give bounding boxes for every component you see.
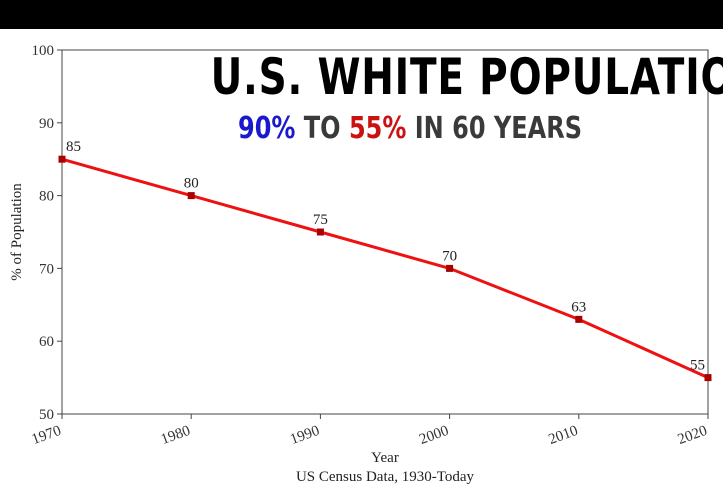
chart-caption: US Census Data, 1930-Today (296, 469, 475, 485)
data-point (58, 155, 66, 163)
y-axis-label: % of Population (9, 183, 25, 281)
x-axis-label: Year (371, 450, 399, 466)
data-label: 55 (690, 358, 705, 374)
subtitle-end-value: 55% (348, 111, 407, 146)
x-tick-label: 2000 (417, 423, 451, 448)
series-line (61, 157, 709, 379)
x-tick-label: 2020 (676, 423, 710, 448)
data-label: 63 (571, 299, 586, 315)
plot-frame (61, 49, 709, 415)
x-tick-label: 1970 (30, 423, 64, 448)
chart-title: U.S. WHITE POPULATION (210, 48, 723, 106)
y-tick-label: 70 (39, 261, 54, 277)
subtitle-span: IN 60 YEARS (406, 111, 582, 146)
data-point (446, 264, 454, 272)
data-label: 80 (184, 176, 199, 192)
top-black-bar (0, 0, 723, 29)
data-label: 75 (313, 212, 328, 228)
chart-axes: 50 60 70 80 90 100 1970 1980 1990 2000 2010 2020 (30, 43, 710, 448)
subtitle-start-value: 90% (238, 111, 296, 146)
chart-subtitle: 90% TO 55% IN 60 YEARS (238, 111, 582, 146)
x-tick-label: 1980 (159, 423, 193, 448)
chart-marks: 85 80 75 70 63 55 (58, 139, 712, 382)
y-tick-label: 60 (39, 334, 54, 350)
y-tick-label: 80 (39, 189, 54, 205)
data-point (575, 315, 583, 323)
data-label: 70 (442, 248, 457, 264)
y-tick-label: 90 (39, 116, 54, 132)
subtitle-to: TO (295, 111, 349, 146)
data-label: 85 (66, 139, 81, 155)
y-tick-label: 100 (32, 43, 55, 59)
data-point (316, 228, 324, 236)
x-tick-label: 1990 (288, 423, 322, 448)
data-point (704, 374, 712, 382)
x-tick-label: 2010 (547, 423, 581, 448)
data-point (187, 192, 195, 200)
y-tick-label: 50 (39, 407, 54, 423)
